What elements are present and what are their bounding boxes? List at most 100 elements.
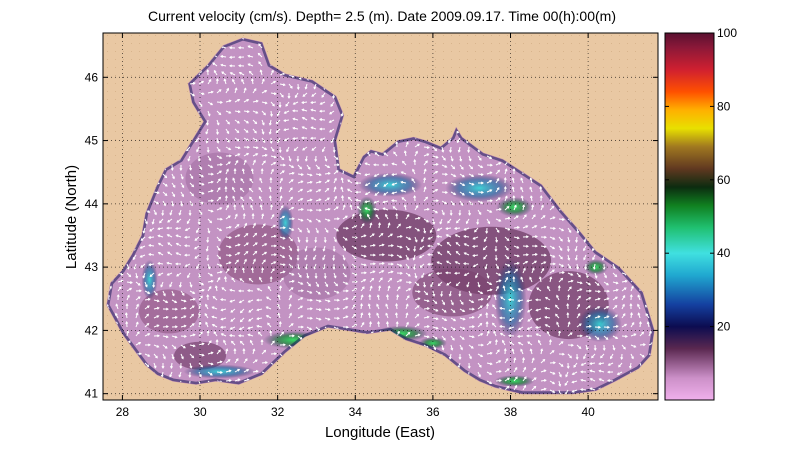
speed-blob	[336, 209, 437, 262]
current-vector	[351, 245, 357, 250]
current-vector	[459, 155, 463, 162]
speed-blob	[412, 268, 493, 317]
current-vector	[213, 69, 218, 76]
current-vector	[391, 199, 398, 203]
current-vector	[304, 254, 308, 261]
current-vector	[556, 321, 560, 328]
current-vector	[522, 267, 526, 274]
current-vector	[396, 254, 403, 258]
current-vector	[279, 263, 286, 267]
current-vector	[589, 378, 596, 382]
current-vector	[513, 261, 520, 265]
current-vector	[157, 227, 164, 231]
current-vector	[304, 83, 308, 90]
current-vector	[421, 236, 425, 243]
current-vector	[297, 173, 304, 176]
current-vector	[456, 137, 461, 144]
current-vector	[612, 344, 616, 351]
current-vector	[157, 252, 164, 256]
current-vector	[558, 217, 565, 221]
current-vector	[257, 52, 263, 58]
current-vector	[607, 379, 614, 383]
y-axis-ticks: 41 42 43 44 45 46	[85, 70, 658, 401]
current-vector	[540, 215, 546, 220]
current-vector	[468, 353, 472, 360]
current-vector	[486, 288, 493, 292]
current-vector	[539, 195, 543, 202]
current-vector	[261, 146, 268, 150]
current-vector	[621, 303, 625, 310]
current-vector	[180, 315, 187, 319]
current-vector	[206, 330, 210, 337]
current-vector	[504, 195, 508, 202]
current-vector	[187, 272, 191, 279]
current-vector	[230, 317, 236, 322]
current-vector	[549, 380, 556, 385]
current-vector	[504, 236, 510, 242]
current-vector	[315, 227, 319, 234]
current-vector	[441, 344, 445, 351]
current-vector	[432, 317, 439, 321]
current-vector	[232, 177, 236, 184]
x-tick-label: 28	[116, 405, 130, 419]
current-vector	[315, 208, 322, 212]
current-vector	[513, 236, 520, 240]
current-vector	[549, 226, 556, 230]
current-vector	[427, 236, 434, 240]
current-vector	[441, 164, 448, 168]
current-vector	[296, 255, 300, 261]
current-vector	[238, 64, 245, 68]
current-vector	[297, 198, 304, 202]
current-vector	[225, 146, 232, 151]
current-vector	[279, 285, 283, 292]
current-vector	[231, 277, 236, 283]
current-vector	[531, 377, 537, 382]
current-vector	[234, 358, 239, 364]
current-vector	[144, 353, 151, 357]
current-vector	[495, 227, 500, 233]
current-vector	[248, 317, 254, 322]
current-vector	[347, 188, 353, 193]
current-vector	[144, 313, 150, 319]
current-vector	[405, 141, 409, 148]
current-vector	[360, 244, 367, 248]
current-vector	[522, 357, 525, 364]
current-vector	[311, 92, 317, 97]
current-vector	[414, 205, 419, 211]
current-vector	[486, 330, 490, 337]
current-vector	[567, 272, 574, 276]
current-vector	[450, 326, 456, 331]
current-vector	[414, 227, 420, 232]
current-vector	[324, 317, 331, 321]
current-vector	[198, 288, 205, 292]
current-vector	[220, 317, 227, 321]
current-vector	[475, 272, 479, 279]
current-vector	[517, 334, 524, 338]
y-axis-label: Latitude (North)	[63, 165, 80, 269]
current-vector	[448, 290, 452, 297]
current-vector	[477, 155, 482, 161]
current-vector	[373, 173, 380, 177]
current-vector	[467, 146, 471, 153]
current-vector	[351, 272, 358, 276]
current-vector	[322, 263, 326, 270]
current-vector	[241, 267, 245, 274]
current-vector	[500, 296, 506, 301]
current-vector	[277, 312, 281, 319]
current-vector	[315, 180, 322, 184]
current-vector	[621, 279, 628, 283]
current-vector	[288, 254, 292, 261]
current-vector	[294, 92, 299, 99]
current-vector	[441, 146, 445, 153]
current-vector	[485, 312, 489, 319]
current-vector	[270, 352, 277, 356]
current-vector	[270, 146, 275, 152]
current-vector	[216, 207, 223, 211]
current-vector	[585, 314, 591, 319]
current-vector	[233, 267, 237, 274]
current-vector	[233, 204, 237, 211]
current-vector	[486, 180, 493, 184]
current-vector	[311, 146, 317, 151]
current-vector	[531, 244, 538, 248]
current-vector	[612, 281, 619, 285]
